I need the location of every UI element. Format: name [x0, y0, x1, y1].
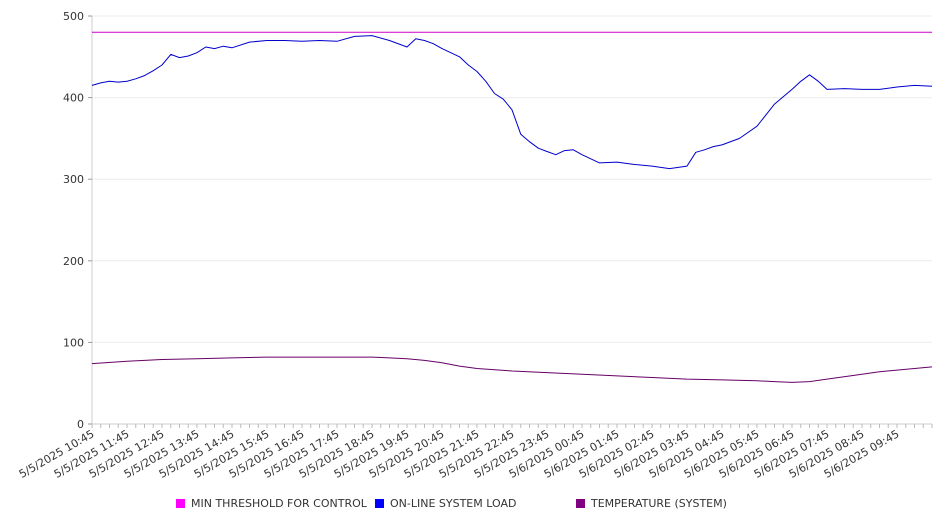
y-tick-label: 500 — [63, 10, 84, 23]
y-axis-ticks: 0 100 200 300 400 500 — [63, 10, 92, 431]
legend-label: ON-LINE SYSTEM LOAD — [390, 497, 517, 510]
series-lines — [91, 31, 933, 383]
legend-item-system-load[interactable]: ON-LINE SYSTEM LOAD — [375, 497, 516, 510]
y-tick-label: 0 — [77, 418, 84, 431]
y-tick-label: 400 — [63, 92, 84, 105]
legend-swatch — [176, 499, 185, 508]
legend-swatch — [375, 499, 384, 508]
gridlines — [92, 15, 932, 343]
y-tick-label: 100 — [63, 336, 84, 349]
legend-label: TEMPERATURE (SYSTEM) — [591, 497, 727, 510]
legend-swatch — [576, 499, 585, 508]
legend: MIN THRESHOLD FOR CONTROL ON-LINE SYSTEM… — [0, 497, 946, 517]
x-axis-ticks: 5/5/2025 10:455/5/2025 11:455/5/2025 12:… — [17, 424, 933, 481]
legend-item-min-threshold[interactable]: MIN THRESHOLD FOR CONTROL — [176, 497, 367, 510]
series-line-1 — [91, 35, 933, 170]
legend-item-temperature[interactable]: TEMPERATURE (SYSTEM) — [576, 497, 727, 510]
series-line-2 — [91, 356, 933, 383]
legend-label: MIN THRESHOLD FOR CONTROL — [191, 497, 367, 510]
y-tick-label: 200 — [63, 255, 84, 268]
y-tick-label: 300 — [63, 173, 84, 186]
